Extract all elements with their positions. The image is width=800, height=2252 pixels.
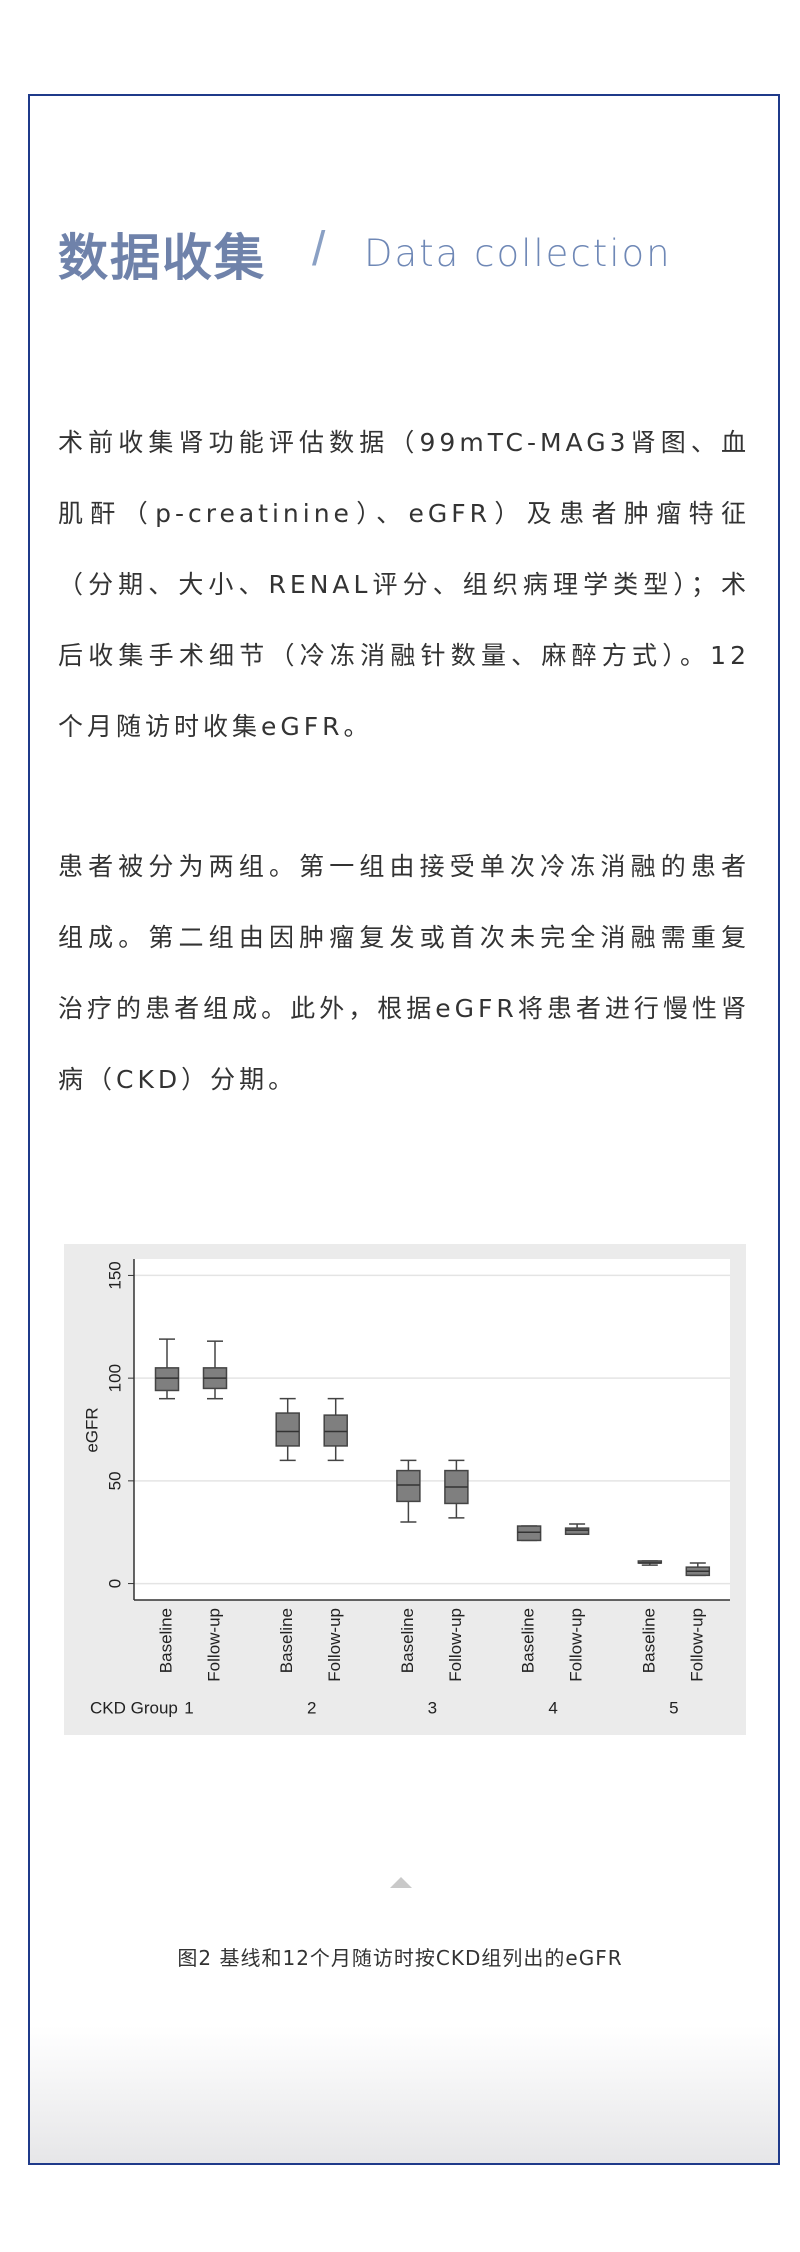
paragraph: 患者被分为两组。第一组由接受单次冷冻消融的患者组成。第二组由因肿瘤复发或首次未完… bbox=[58, 852, 750, 1094]
group-label: 2 bbox=[307, 1698, 316, 1717]
y-tick-label: 150 bbox=[105, 1261, 124, 1289]
group-axis-label: CKD Group bbox=[90, 1698, 178, 1717]
box bbox=[516, 1525, 542, 1542]
group-label: 5 bbox=[669, 1698, 678, 1717]
figure-caption: 图2 基线和12个月随访时按CKD组列出的eGFR bbox=[177, 1946, 623, 1970]
x-tick-label: Baseline bbox=[277, 1608, 296, 1673]
x-tick-label: Follow-up bbox=[446, 1608, 465, 1682]
divider: / bbox=[312, 223, 326, 276]
group-label: 1 bbox=[184, 1698, 193, 1717]
box bbox=[564, 1527, 590, 1536]
x-tick-label: Baseline bbox=[639, 1608, 658, 1673]
section-title: 数据收集 bbox=[58, 229, 266, 287]
x-tick-label: Follow-up bbox=[325, 1608, 344, 1682]
x-tick-label: Follow-up bbox=[567, 1608, 586, 1682]
box bbox=[275, 1412, 300, 1447]
paragraph: 术前收集肾功能评估数据（99mTC-MAG3肾图、血肌酐（p-creatinin… bbox=[58, 428, 750, 741]
group-label: 4 bbox=[548, 1698, 557, 1717]
y-tick-label: 50 bbox=[105, 1471, 124, 1490]
plot-area bbox=[134, 1259, 730, 1600]
caption-arrow bbox=[390, 1877, 412, 1888]
box bbox=[323, 1414, 348, 1447]
group-label: 3 bbox=[428, 1698, 437, 1717]
x-tick-label: Baseline bbox=[519, 1608, 538, 1673]
y-tick-label: 100 bbox=[105, 1364, 124, 1392]
x-tick-label: Follow-up bbox=[204, 1608, 223, 1682]
y-axis-label: eGFR bbox=[82, 1407, 101, 1452]
y-tick-label: 0 bbox=[105, 1579, 124, 1588]
box bbox=[396, 1469, 421, 1503]
section-subtitle: Data collection bbox=[364, 232, 672, 275]
x-tick-label: Baseline bbox=[156, 1608, 175, 1673]
frame bbox=[28, 94, 780, 2165]
box bbox=[154, 1367, 180, 1392]
x-tick-label: Baseline bbox=[398, 1608, 417, 1673]
chart: 0 50 100 150 eGFR CKD Group 1 Baseline Follow-up… bbox=[64, 1244, 746, 1735]
x-tick-label: Follow-up bbox=[687, 1608, 706, 1682]
